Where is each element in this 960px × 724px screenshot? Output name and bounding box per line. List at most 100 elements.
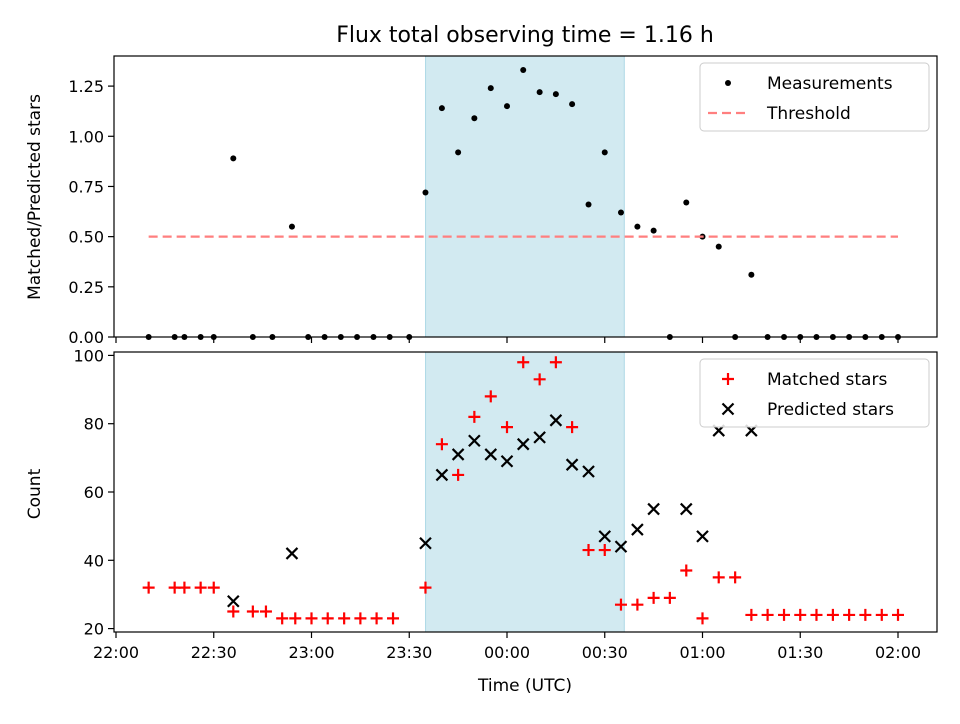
matched-point	[517, 356, 530, 369]
matched-point	[614, 598, 627, 611]
matched-point	[810, 608, 823, 621]
predicted-point	[500, 454, 514, 468]
matched-point	[194, 581, 207, 594]
figure-title: Flux total observing time = 1.16 h	[336, 23, 714, 48]
measurement-point	[552, 91, 559, 98]
measurement-point	[748, 271, 755, 278]
measurement-point	[715, 243, 722, 250]
predicted-point	[565, 458, 579, 471]
matched-point	[370, 612, 383, 625]
top-ytick-label: 0.75	[68, 177, 104, 196]
legend-predicted-marker	[721, 402, 735, 416]
predicted-point	[285, 547, 299, 560]
xtick-label: 23:30	[386, 643, 432, 662]
predicted-point	[549, 414, 563, 427]
x-axis-label: Time (UTC)	[477, 676, 572, 696]
matched-point	[826, 608, 839, 621]
measurement-point	[650, 227, 657, 234]
predicted-point	[679, 502, 693, 516]
legend-label: Matched stars	[767, 370, 887, 390]
predicted-point	[516, 437, 530, 451]
matched-point	[142, 581, 155, 594]
matched-point	[680, 564, 693, 577]
bottom-ytick-label: 100	[73, 346, 104, 365]
matched-point	[859, 608, 872, 621]
measurement-point	[536, 89, 543, 96]
bottom-panel: 20 40 60 80 100 22:00 22:30 23:00 23:30 00:00 00:3…	[73, 346, 938, 662]
bottom-ytick-label: 40	[84, 551, 104, 570]
measurement-point	[601, 149, 608, 156]
matched-point	[289, 612, 302, 625]
matched-point	[178, 581, 191, 594]
matched-point	[549, 356, 562, 369]
matched-point	[533, 373, 546, 386]
top-ytick-label: 0.00	[68, 328, 104, 347]
predicted-point	[598, 530, 612, 543]
measurement-point	[438, 105, 445, 112]
matched-point	[305, 612, 318, 625]
matched-point	[778, 608, 791, 621]
measurement-point	[288, 223, 295, 230]
xtick-label: 23:00	[288, 643, 334, 662]
matched-point	[598, 544, 611, 557]
top-ytick-label: 1.00	[68, 127, 104, 146]
matched-point	[696, 612, 709, 625]
bottom-legend: Matched stars Predicted stars	[699, 358, 930, 428]
top-ylabel: Matched/Predicted stars	[25, 94, 45, 300]
legend-matched-marker	[722, 373, 734, 385]
predicted-point	[484, 448, 498, 461]
matched-point	[321, 612, 334, 625]
predicted-point	[631, 523, 644, 536]
bottom-ylabel: Count	[25, 468, 45, 519]
legend-label: Threshold	[766, 104, 851, 124]
matched-point	[246, 605, 259, 618]
matched-point	[843, 608, 856, 621]
top-panel: 0.00 0.25 0.50 0.75 1.00 1.25 Measurements Thre…	[68, 55, 938, 347]
matched-point	[259, 605, 272, 618]
xtick-label: 01:30	[777, 643, 823, 662]
predicted-point	[614, 540, 628, 553]
matched-point	[745, 608, 758, 621]
matched-point	[435, 438, 448, 451]
predicted-point	[696, 530, 709, 543]
matched-point	[892, 608, 904, 621]
matched-point	[452, 468, 465, 481]
measurement-point	[230, 155, 237, 162]
measurement-point	[504, 103, 510, 110]
bottom-frame	[113, 351, 938, 633]
matched-point	[566, 421, 579, 434]
measurement-point	[520, 67, 527, 74]
measurement-point	[487, 85, 494, 92]
xtick-label: 01:00	[679, 643, 725, 662]
matched-point	[484, 390, 497, 403]
matched-point	[338, 612, 351, 625]
predicted-point	[533, 431, 546, 444]
predicted-point	[435, 468, 449, 482]
matched-point	[663, 591, 676, 604]
matched-point	[276, 612, 289, 625]
bottom-shaded-interval	[425, 351, 625, 633]
matched-point	[354, 612, 367, 625]
matched-point	[631, 598, 644, 611]
measurement-point	[683, 199, 690, 206]
matched-point	[647, 591, 660, 604]
predicted-point	[468, 434, 481, 448]
top-ytick-label: 0.50	[68, 228, 104, 247]
predicted-point	[582, 465, 595, 478]
measurement-point	[585, 201, 592, 208]
xtick-label: 00:00	[484, 643, 530, 662]
matched-point	[729, 571, 742, 584]
top-ytick-label: 1.25	[68, 77, 104, 96]
predicted-point	[451, 448, 465, 461]
measurement-point	[471, 115, 478, 122]
matched-point	[207, 581, 220, 594]
predicted-point	[227, 594, 240, 608]
top-legend-box	[699, 62, 930, 132]
matched-point	[712, 571, 725, 584]
legend-measurement-marker	[725, 80, 731, 86]
bottom-ytick-label: 60	[84, 483, 104, 502]
measurement-point	[617, 209, 624, 216]
bottom-legend-box	[699, 358, 930, 428]
top-shaded-interval	[425, 55, 625, 338]
matched-point	[794, 608, 807, 621]
